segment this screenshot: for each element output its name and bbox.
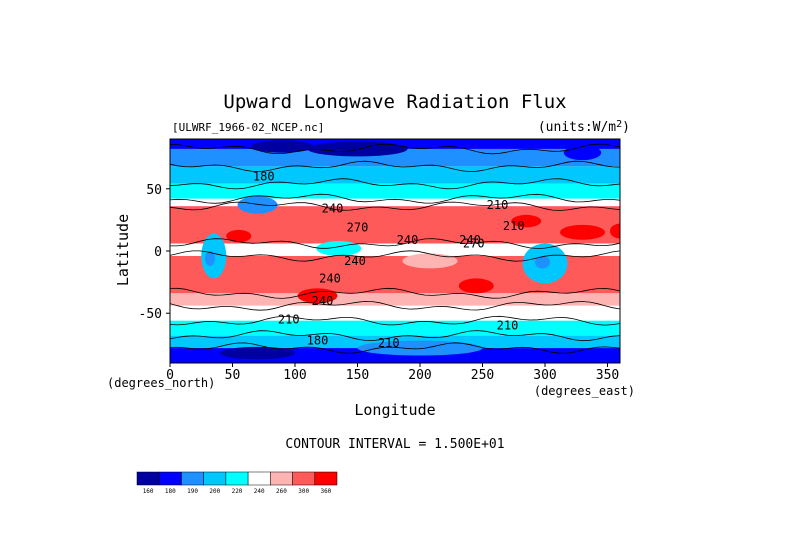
y-tick-label: 0 [154,245,162,260]
contour-line [170,250,620,262]
colorbar-label: 260 [276,488,287,495]
heatmap-region [357,340,483,356]
contour-label: 240 [322,202,344,216]
contour-label: 210 [487,198,509,212]
contour-lines [170,143,620,354]
units-label: (units:W/m2) [538,119,630,135]
contour-line [170,330,620,342]
contour-label: 240 [397,233,419,247]
x-tick-label: 100 [283,368,306,383]
contour-label: 240 [459,233,481,247]
colorbar-swatch [136,471,160,486]
chart-title: Upward Longwave Radiation Flux [223,91,566,113]
y-axis-ticks: -50 0 50 [139,183,170,322]
contour-line [170,143,620,155]
contour-interval-text: CONTOUR INTERVAL = 1.500E+01 [285,437,504,452]
heatmap-band [170,293,620,306]
contour-label: 210 [503,219,525,233]
colorbar-label: 300 [298,488,309,495]
file-label: [ULWRF_1966-02_NCEP.nc] [172,121,324,134]
heatmap-region [560,224,605,240]
contour-label: 240 [312,294,334,308]
x-tick-label: 200 [408,368,431,383]
x-axis-ticks: 0 50 100 150 200 250 300 350 [166,363,619,383]
x-tick-label: 250 [471,368,494,383]
x-unit-label: (degrees_east) [534,384,635,398]
contour-line [170,287,620,299]
colorbar-label: 160 [143,488,154,495]
heatmap-region [458,278,494,294]
heatmap-region [297,288,338,304]
x-tick-label: 0 [166,368,174,383]
colorbar-swatch [181,471,204,486]
contour-line [170,193,620,204]
heatmap-band [170,320,620,336]
heatmap-region [307,141,408,157]
heatmap-region [563,145,602,161]
contour-label: 210 [378,336,400,350]
y-tick-label: 50 [146,183,162,198]
contour-label: 180 [307,334,329,348]
heatmap-band [170,198,620,207]
heatmap-band [170,139,620,149]
heatmap-field [170,139,620,363]
heatmap-region [402,253,458,269]
heatmap-band [170,166,620,184]
contour-label: 240 [344,254,366,268]
colorbar-label: 190 [187,488,198,495]
contour-label: 210 [497,319,519,333]
heatmap-region [363,246,402,256]
heatmap-region [220,346,295,360]
colorbar-label: 220 [232,488,243,495]
heatmap-region [610,223,620,239]
y-unit-label: (degrees_north) [107,376,215,390]
contour-label: 240 [319,271,341,285]
heatmap-region [237,196,278,214]
contour-line [170,160,620,173]
x-tick-label: 50 [225,368,241,383]
heatmap-region [205,251,215,266]
contour-label: 270 [347,220,369,234]
heatmap-region [511,214,542,228]
contour-line [170,300,620,311]
colorbar-swatch [270,471,293,486]
colorbar: 160 180 190 200 220 240 260 300 360 [136,471,338,495]
colorbar-label: 200 [209,488,220,495]
y-tick-label: -50 [139,307,162,322]
contour-label: 270 [463,237,485,251]
x-tick-label: 300 [533,368,556,383]
heatmap-region [535,255,550,269]
contour-line [170,201,620,211]
x-tick-label: 150 [346,368,369,383]
heatmap-band [170,305,620,321]
heatmap-region [226,229,252,243]
x-axis-title: Longitude [354,401,435,419]
contour-line [170,238,620,249]
contour-label: 210 [278,312,300,326]
colorbar-swatch [247,471,271,486]
colorbar-label: 240 [254,488,265,495]
y-axis-title: Latitude [114,214,132,286]
contour-line [170,342,620,354]
heatmap-region [251,140,314,153]
colorbar-swatch [203,471,227,486]
colorbar-swatch [158,471,182,486]
colorbar-swatch [225,471,249,486]
colorbar-swatch [292,471,316,486]
heatmap-band [170,183,620,199]
contour-label: 180 [253,169,275,183]
contour-line [170,315,620,326]
contour-line [170,178,620,190]
x-tick-label: 350 [596,368,619,383]
colorbar-swatch [314,471,338,486]
colorbar-label: 360 [320,488,331,495]
colorbar-label: 180 [165,488,176,495]
